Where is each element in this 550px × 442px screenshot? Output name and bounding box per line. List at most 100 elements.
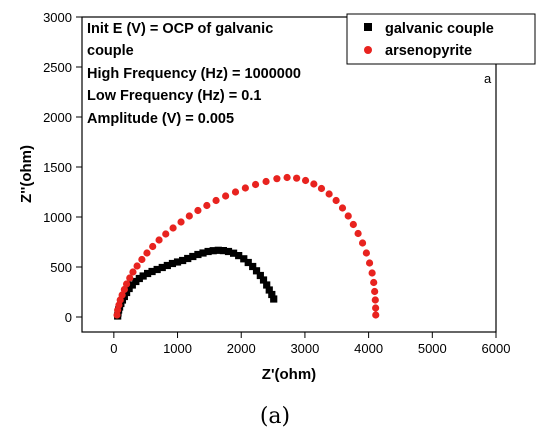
point-arsenopyrite [349, 220, 357, 229]
annotation-line-1: Init E (V) = OCP of galvanic [87, 21, 273, 37]
x-axis-title: Z'(ohm) [262, 366, 316, 383]
y-tick-label: 0 [65, 310, 72, 325]
y-axis-title: Z''(ohm) [18, 145, 35, 203]
point-arsenopyrite [194, 206, 202, 215]
point-galvanic-couple [135, 274, 143, 283]
point-arsenopyrite [273, 175, 281, 183]
point-galvanic-couple [194, 250, 202, 259]
point-galvanic-couple [144, 269, 152, 278]
point-arsenopyrite [365, 259, 374, 267]
point-galvanic-couple [168, 259, 177, 268]
y-tick-label: 1000 [43, 210, 72, 225]
x-tick-label: 0 [110, 341, 117, 356]
point-arsenopyrite [133, 262, 141, 270]
point-arsenopyrite [371, 296, 379, 304]
point-galvanic-couple [249, 262, 257, 271]
point-arsenopyrite [138, 255, 146, 264]
point-arsenopyrite [338, 204, 347, 212]
point-arsenopyrite [185, 212, 193, 220]
point-arsenopyrite [169, 224, 177, 232]
point-galvanic-couple [263, 281, 271, 289]
point-arsenopyrite [126, 274, 134, 282]
annotation-line-4: Low Frequency (Hz) = 0.1 [87, 88, 261, 104]
legend-label-arsenopyrite: arsenopyrite [385, 43, 472, 59]
legend-label-galvanic: galvanic couple [385, 21, 494, 37]
point-arsenopyrite [251, 180, 260, 189]
point-galvanic-couple [224, 247, 233, 256]
point-arsenopyrite [222, 192, 230, 200]
y-axis-ticks: 0 500 1000 1500 2000 2500 3000 [43, 10, 82, 325]
y-tick-label: 1500 [43, 160, 72, 175]
legend-box [346, 13, 536, 65]
y-tick-label: 2500 [43, 60, 72, 75]
point-galvanic-couple [265, 286, 273, 294]
legend-marker-galvanic [364, 23, 372, 31]
point-galvanic-couple [163, 261, 171, 270]
figure-caption: (a) [259, 404, 291, 429]
point-arsenopyrite [162, 230, 170, 238]
point-arsenopyrite [177, 218, 185, 226]
point-arsenopyrite [358, 239, 367, 247]
point-galvanic-couple [240, 255, 248, 263]
point-galvanic-couple [219, 247, 227, 255]
x-tick-label: 5000 [418, 341, 447, 356]
point-galvanic-couple [256, 271, 264, 280]
point-galvanic-couple [268, 290, 276, 299]
annotation-line-3: High Frequency (Hz) = 1000000 [87, 66, 301, 82]
nyquist-chart: 0 1000 2000 3000 4000 5000 6000 0 500 1000 1500 20… [18, 10, 536, 383]
point-galvanic-couple [270, 295, 278, 303]
annotation-line-5: Amplitude (V) = 0.005 [87, 111, 234, 127]
point-galvanic-couple [153, 265, 161, 274]
point-arsenopyrite [120, 285, 128, 294]
point-arsenopyrite [293, 174, 301, 182]
point-arsenopyrite [317, 184, 326, 193]
point-arsenopyrite [325, 190, 333, 198]
point-arsenopyrite [231, 188, 240, 196]
point-arsenopyrite [354, 229, 362, 238]
x-tick-label: 2000 [227, 341, 256, 356]
point-arsenopyrite [344, 212, 352, 220]
point-arsenopyrite [149, 242, 157, 251]
point-galvanic-couple [259, 276, 268, 284]
x-tick-label: 3000 [290, 341, 319, 356]
y-tick-label: 500 [50, 260, 72, 275]
point-galvanic-couple [173, 258, 182, 266]
y-tick-label: 3000 [43, 10, 72, 25]
point-arsenopyrite [372, 311, 380, 319]
point-galvanic-couple [179, 256, 187, 265]
point-arsenopyrite [212, 196, 220, 205]
point-galvanic-couple [139, 272, 147, 280]
plot-frame [81, 16, 497, 333]
x-tick-label: 1000 [163, 341, 192, 356]
point-galvanic-couple [184, 254, 192, 263]
point-arsenopyrite [370, 278, 378, 287]
point-galvanic-couple [148, 267, 156, 276]
x-axis-ticks: 0 1000 2000 3000 4000 5000 6000 [110, 332, 510, 356]
data-marks [113, 173, 380, 320]
point-arsenopyrite [241, 184, 249, 192]
point-galvanic-couple [209, 247, 217, 255]
point-arsenopyrite [371, 287, 379, 296]
point-arsenopyrite [203, 201, 211, 210]
point-galvanic-couple [199, 249, 207, 257]
point-arsenopyrite [362, 249, 370, 257]
point-arsenopyrite [332, 196, 340, 205]
point-galvanic-couple [204, 247, 212, 256]
legend: galvanic couple arsenopyrite [346, 13, 536, 65]
point-arsenopyrite [143, 249, 151, 257]
point-galvanic-couple [122, 288, 131, 297]
legend-marker-arsenopyrite [364, 46, 372, 54]
point-galvanic-couple [189, 252, 197, 261]
x-tick-label: 6000 [482, 341, 511, 356]
point-galvanic-couple [158, 263, 166, 272]
point-arsenopyrite [301, 176, 310, 185]
point-arsenopyrite [283, 173, 291, 182]
point-arsenopyrite [122, 280, 131, 288]
point-arsenopyrite [372, 304, 380, 312]
point-galvanic-couple [214, 246, 222, 254]
annotation-line-2: couple [87, 43, 134, 59]
point-galvanic-couple [235, 252, 243, 260]
point-galvanic-couple [252, 267, 261, 275]
x-tick-label: 4000 [354, 341, 383, 356]
point-arsenopyrite [155, 236, 163, 244]
